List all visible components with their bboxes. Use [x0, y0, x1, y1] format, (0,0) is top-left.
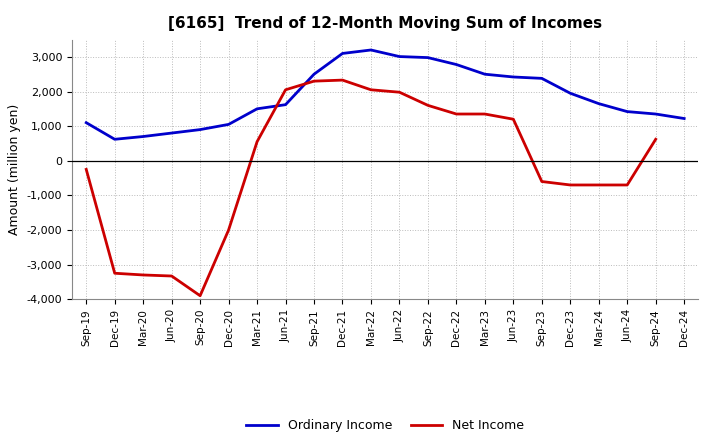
Title: [6165]  Trend of 12-Month Moving Sum of Incomes: [6165] Trend of 12-Month Moving Sum of I… [168, 16, 602, 32]
Ordinary Income [82, 120, 91, 125]
Net Income [452, 111, 461, 117]
Net Income [310, 78, 318, 84]
Ordinary Income [566, 91, 575, 96]
Ordinary Income [225, 122, 233, 127]
Ordinary Income [509, 74, 518, 80]
Ordinary Income [395, 54, 404, 59]
Ordinary Income [623, 109, 631, 114]
Ordinary Income [139, 134, 148, 139]
Ordinary Income [680, 116, 688, 121]
Line: Net Income: Net Income [86, 80, 656, 296]
Net Income [167, 273, 176, 279]
Net Income [338, 77, 347, 83]
Ordinary Income [652, 111, 660, 117]
Y-axis label: Amount (million yen): Amount (million yen) [8, 104, 21, 235]
Ordinary Income [537, 76, 546, 81]
Ordinary Income [310, 72, 318, 77]
Net Income [110, 271, 119, 276]
Net Income [595, 182, 603, 187]
Net Income [480, 111, 489, 117]
Ordinary Income [196, 127, 204, 132]
Net Income [282, 87, 290, 92]
Ordinary Income [253, 106, 261, 111]
Net Income [566, 182, 575, 187]
Ordinary Income [595, 101, 603, 106]
Net Income [509, 117, 518, 122]
Net Income [366, 87, 375, 92]
Ordinary Income [110, 137, 119, 142]
Net Income [196, 293, 204, 298]
Net Income [423, 103, 432, 108]
Net Income [82, 167, 91, 172]
Legend: Ordinary Income, Net Income: Ordinary Income, Net Income [241, 414, 529, 437]
Net Income [139, 272, 148, 278]
Net Income [652, 137, 660, 142]
Ordinary Income [167, 130, 176, 136]
Ordinary Income [452, 62, 461, 67]
Line: Ordinary Income: Ordinary Income [86, 50, 684, 139]
Net Income [225, 227, 233, 233]
Net Income [395, 90, 404, 95]
Net Income [253, 139, 261, 144]
Ordinary Income [338, 51, 347, 56]
Ordinary Income [282, 102, 290, 107]
Ordinary Income [366, 48, 375, 53]
Net Income [537, 179, 546, 184]
Net Income [623, 182, 631, 187]
Ordinary Income [480, 72, 489, 77]
Ordinary Income [423, 55, 432, 60]
